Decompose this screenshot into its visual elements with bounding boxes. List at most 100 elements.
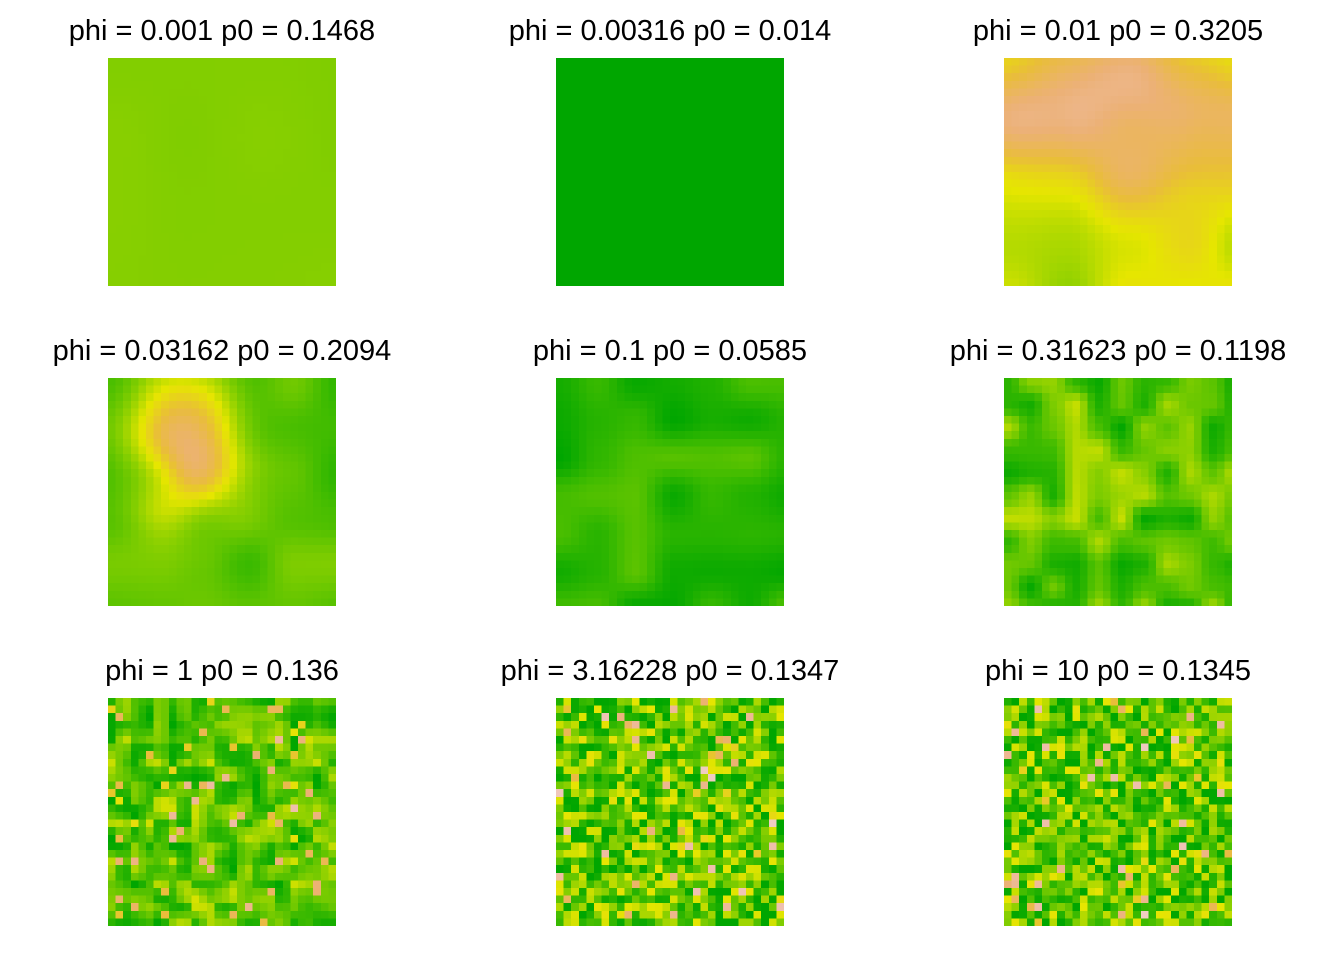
raster-cell xyxy=(1125,194,1134,203)
raster-cell xyxy=(191,385,200,394)
raster-cell xyxy=(586,255,595,264)
raster-cell xyxy=(601,400,610,409)
raster-cell xyxy=(578,545,587,553)
raster-cell xyxy=(1057,255,1065,264)
raster-cell xyxy=(1042,80,1050,89)
raster-cell xyxy=(624,552,633,561)
raster-cell xyxy=(123,568,131,576)
raster-cell xyxy=(654,278,663,286)
raster-cell xyxy=(1163,96,1172,104)
raster-cell xyxy=(1148,164,1157,173)
raster-cell xyxy=(1026,438,1035,447)
raster-cell xyxy=(305,454,314,462)
raster-cell xyxy=(1216,96,1225,104)
raster-cell xyxy=(662,590,671,599)
raster-cell xyxy=(176,179,185,188)
raster-cell xyxy=(1171,446,1179,455)
raster-cell xyxy=(115,126,124,135)
raster-cell xyxy=(290,583,299,591)
raster-cell xyxy=(123,416,131,424)
raster-cell xyxy=(730,423,739,432)
raster-cell xyxy=(700,118,709,127)
raster-cell xyxy=(222,240,230,249)
raster-cell xyxy=(320,416,329,424)
raster-cell xyxy=(1057,73,1065,81)
raster-cell xyxy=(1110,492,1119,500)
raster-cell xyxy=(313,590,321,599)
raster-cell xyxy=(586,156,595,165)
raster-cell xyxy=(282,141,291,150)
raster-cell xyxy=(1140,469,1149,477)
raster-cell xyxy=(275,469,283,477)
raster-cell xyxy=(184,240,192,249)
raster-cell xyxy=(184,217,192,226)
raster-cell xyxy=(1140,378,1149,386)
raster-cell xyxy=(1095,270,1103,279)
raster-cell xyxy=(305,393,314,401)
raster-cell xyxy=(692,111,701,119)
raster-cell xyxy=(594,575,602,584)
raster-cell xyxy=(1216,400,1225,409)
raster-cell xyxy=(229,492,238,500)
raster-cell xyxy=(1156,65,1164,74)
raster-cell xyxy=(1125,476,1134,485)
raster-cell xyxy=(1186,446,1195,455)
raster-cell xyxy=(130,446,139,455)
raster-cell xyxy=(1042,96,1050,104)
raster-cell xyxy=(275,514,283,523)
raster-cell xyxy=(654,446,663,455)
raster-cell xyxy=(1057,378,1065,386)
raster-cell xyxy=(761,88,769,97)
raster-cell xyxy=(685,172,693,180)
raster-cell xyxy=(1140,111,1149,119)
raster-cell xyxy=(244,118,253,127)
raster-cell xyxy=(130,187,139,195)
raster-cell xyxy=(108,454,116,462)
raster-cell xyxy=(753,416,762,424)
raster-cell xyxy=(1224,248,1232,256)
raster-cell xyxy=(1178,484,1187,493)
raster-cell xyxy=(1140,172,1149,180)
raster-cell xyxy=(594,141,602,150)
raster-cell xyxy=(571,126,579,135)
raster-cell xyxy=(229,545,238,553)
raster-cell xyxy=(1004,469,1012,477)
raster-cell xyxy=(161,96,169,104)
raster-cell xyxy=(237,210,245,218)
raster-cell xyxy=(1224,187,1232,195)
raster-cell xyxy=(594,217,602,226)
raster-cell xyxy=(738,598,747,606)
raster-cell xyxy=(1057,263,1065,271)
raster-cell xyxy=(305,103,314,112)
raster-cell xyxy=(153,210,162,218)
raster-cell xyxy=(176,469,185,477)
raster-cell xyxy=(320,530,329,538)
raster-cell xyxy=(1049,103,1058,112)
raster-cell xyxy=(244,225,253,233)
raster-cell xyxy=(191,568,200,576)
raster-cell xyxy=(176,126,185,135)
raster-cell xyxy=(176,492,185,500)
raster-cell xyxy=(206,552,215,561)
raster-cell xyxy=(237,378,245,386)
raster-cell xyxy=(677,598,686,606)
raster-cell xyxy=(1095,88,1103,97)
raster-cell xyxy=(1019,263,1027,271)
raster-cell xyxy=(1140,179,1149,188)
raster-cell xyxy=(1072,446,1081,455)
raster-cell xyxy=(578,568,587,576)
raster-cell xyxy=(700,134,709,142)
raster-cell xyxy=(670,232,678,241)
raster-cell xyxy=(738,530,747,538)
raster-cell xyxy=(753,217,762,226)
raster-cell xyxy=(146,400,154,409)
raster-cell xyxy=(639,408,648,417)
raster-cell xyxy=(168,134,177,142)
raster-cell xyxy=(115,217,124,226)
raster-cell xyxy=(313,522,321,531)
raster-cell xyxy=(1148,80,1157,89)
raster-cell xyxy=(161,492,169,500)
raster-cell xyxy=(1201,118,1210,127)
raster-cell xyxy=(282,530,291,538)
raster-cell xyxy=(715,568,724,576)
